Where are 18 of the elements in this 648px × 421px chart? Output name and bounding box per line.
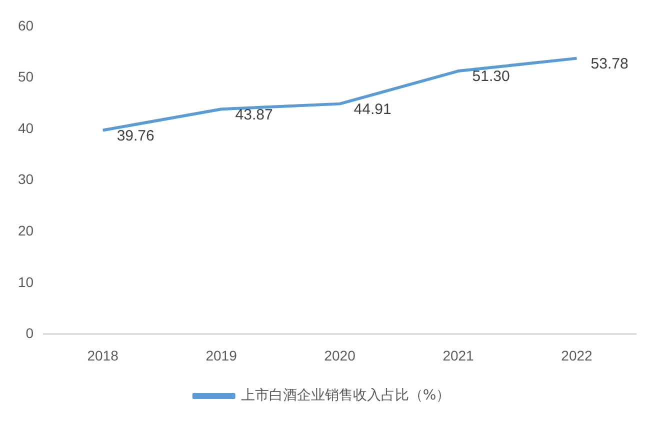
x-tick-label: 2020 <box>324 347 356 364</box>
x-tick-label: 2018 <box>87 347 119 364</box>
legend-label: 上市白酒企业销售收入占比（%） <box>240 388 450 404</box>
y-tick-label: 50 <box>18 68 34 85</box>
text: 51.30 <box>472 68 510 86</box>
y-tick-label: 0 <box>26 325 34 342</box>
text: 44.91 <box>354 100 392 118</box>
x-tick-label: 2022 <box>561 347 593 364</box>
text: 53.78 <box>590 55 628 72</box>
y-tick-label: 10 <box>18 274 34 290</box>
y-tick-label: 20 <box>18 222 34 238</box>
y-tick-label: 30 <box>18 171 34 188</box>
x-tick-label: 2021 <box>442 347 474 364</box>
y-tick-label: 40 <box>18 120 34 136</box>
text: 39.76 <box>116 127 154 144</box>
text: 43.87 <box>235 106 273 124</box>
y-tick-label: 60 <box>18 17 34 34</box>
x-tick-label: 2019 <box>206 347 238 364</box>
